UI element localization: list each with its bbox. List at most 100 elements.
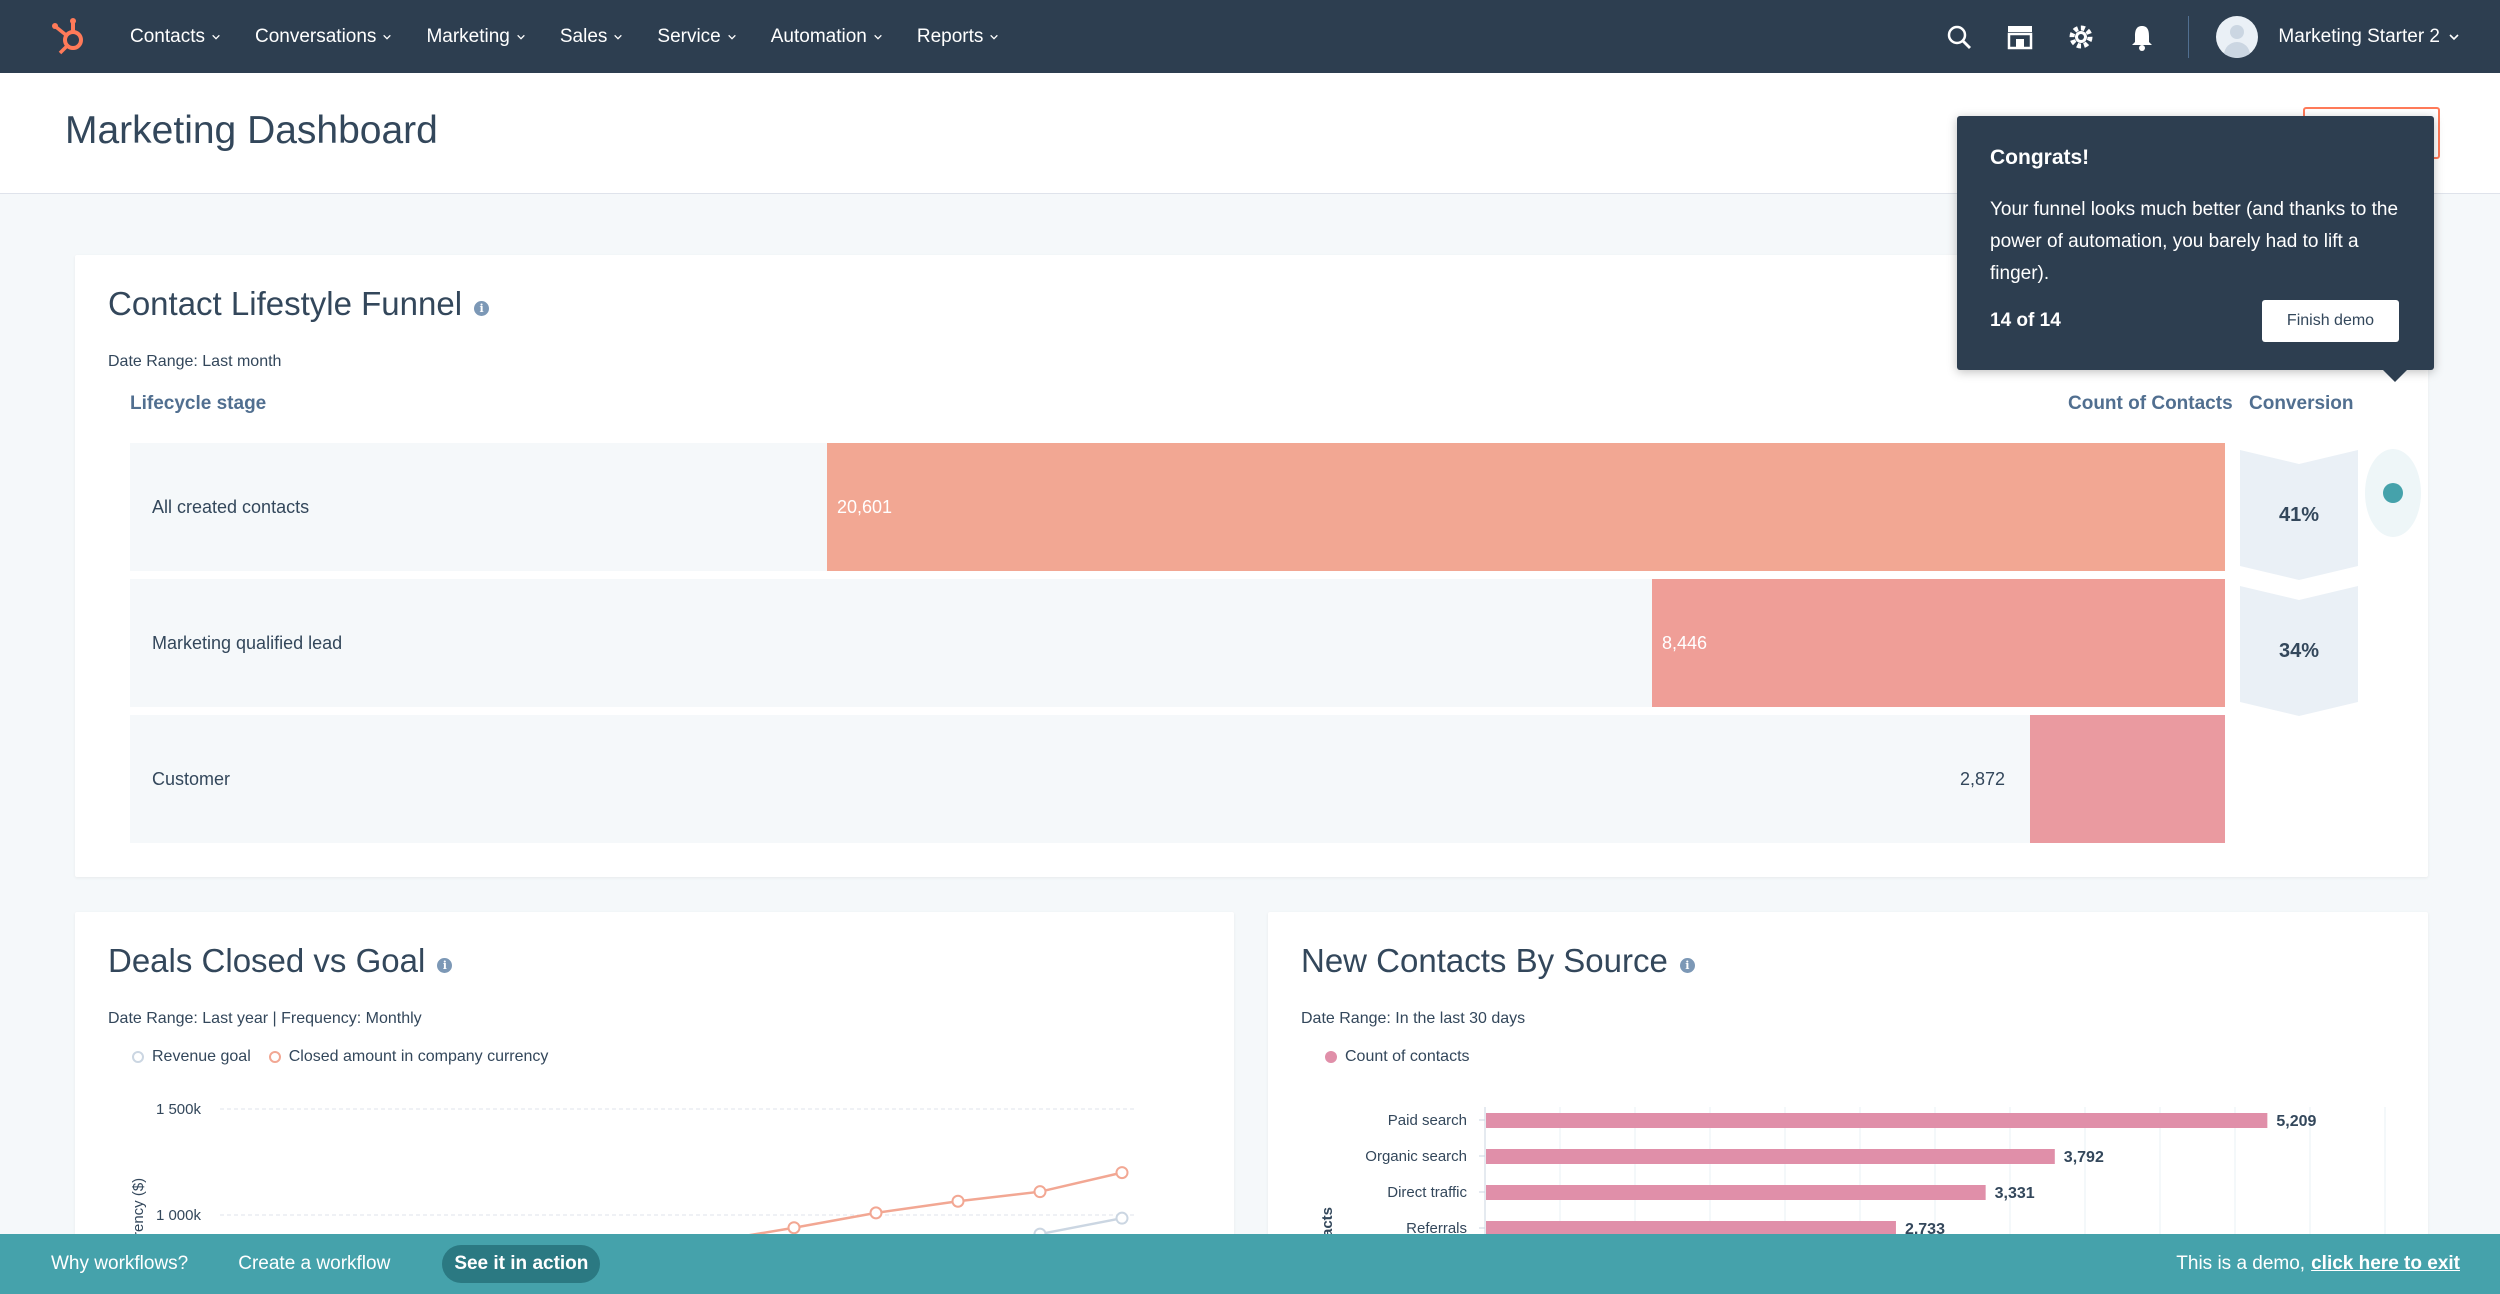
- category-label: Referrals: [1406, 1220, 1467, 1237]
- see-it-in-action-button[interactable]: See it in action: [442, 1245, 601, 1283]
- deals-title-text: Deals Closed vs Goal: [108, 942, 426, 979]
- account-menu[interactable]: Marketing Starter 2: [2278, 26, 2460, 48]
- nav-marketing[interactable]: Marketing: [426, 26, 525, 48]
- chevron-down-icon: [212, 34, 220, 40]
- nav-reports[interactable]: Reports: [917, 26, 1000, 48]
- contacts-card-title: New Contacts By Source i: [1301, 942, 1695, 980]
- why-workflows-link[interactable]: Why workflows?: [51, 1253, 189, 1274]
- hubspot-logo-icon[interactable]: [50, 16, 90, 56]
- chevron-down-icon: [874, 34, 882, 40]
- contacts-legend: Count of contacts: [1325, 1048, 1488, 1066]
- create-workflow-link[interactable]: Create a workflow: [238, 1253, 391, 1274]
- funnel-stage-label: All created contacts: [152, 496, 310, 517]
- nav-utilities: Marketing Starter 2: [1944, 0, 2500, 73]
- chevron-down-icon: [383, 34, 392, 40]
- nav-item-label: Automation: [770, 25, 867, 47]
- avatar[interactable]: [2216, 15, 2259, 58]
- deals-legend: Revenue goal Closed amount in company cu…: [132, 1048, 566, 1066]
- data-point[interactable]: [787, 1221, 801, 1235]
- nav-service[interactable]: Service: [657, 26, 736, 48]
- nav-item-label: Conversations: [254, 25, 377, 47]
- bar[interactable]: [1486, 1185, 1986, 1200]
- popover-title: Congrats!: [1990, 146, 2090, 169]
- finish-demo-button[interactable]: Finish demo: [2262, 300, 2399, 342]
- funnel-count-value: 20,601: [837, 496, 893, 517]
- data-point[interactable]: [869, 1206, 883, 1220]
- col-conversion: Conversion: [2249, 393, 2354, 414]
- exit-demo-link[interactable]: click here to exit: [2311, 1253, 2460, 1274]
- nav-divider: [2188, 15, 2190, 58]
- funnel-date-range: Date Range: Last month: [108, 353, 282, 370]
- bar[interactable]: [1486, 1149, 2055, 1164]
- popover-arrow: [2381, 368, 2409, 382]
- chevron-down-icon: [727, 34, 736, 40]
- legend-dot: [1325, 1051, 1337, 1063]
- category-label: Paid search: [1388, 1112, 1467, 1129]
- y-tick-label: 1 500k: [156, 1101, 202, 1118]
- nav-conversations[interactable]: Conversations: [255, 26, 392, 48]
- info-icon[interactable]: i: [437, 957, 453, 973]
- nav-menu: Contacts Conversations Marketing Sales Servi…: [130, 0, 1033, 73]
- y-axis-label: acts: [1319, 1207, 1336, 1237]
- legend-count-of-contacts[interactable]: Count of contacts: [1325, 1048, 1470, 1066]
- contacts-bars-group: Paid search 5,209 Organic search 3,792 Direc…: [1365, 1112, 2316, 1238]
- nav-automation[interactable]: Automation: [771, 26, 883, 48]
- deals-card: Deals Closed vs Goal i Date Range: Last …: [75, 912, 1234, 1294]
- bar-value-label: 3,331: [1995, 1185, 2035, 1202]
- col-lifecycle-stage: Lifecycle stage: [130, 393, 267, 414]
- info-icon[interactable]: i: [1679, 957, 1695, 973]
- legend-dot: [132, 1051, 144, 1063]
- funnel-row[interactable]: Marketing qualified lead 8,446: [130, 579, 2225, 707]
- bar[interactable]: [1486, 1221, 1896, 1236]
- series-line: [711, 1171, 1123, 1243]
- nav-item-label: Reports: [916, 25, 984, 47]
- bar-value-label: 5,209: [2276, 1113, 2316, 1130]
- bell-icon[interactable]: [2127, 22, 2157, 52]
- contacts-bar-chart: acts Paid search 5,209 Organic search 3,792…: [1319, 1107, 2386, 1294]
- bar[interactable]: [1486, 1113, 2268, 1128]
- nav-item-label: Sales: [559, 25, 608, 47]
- legend-label: Revenue goal: [152, 1048, 251, 1065]
- data-point[interactable]: [1033, 1185, 1047, 1199]
- chevron-down-icon: [2449, 33, 2459, 40]
- info-icon[interactable]: i: [474, 300, 490, 316]
- funnel-card-title: Contact Lifestyle Funnel i: [108, 285, 490, 323]
- demo-popover: Congrats! Your funnel looks much better …: [1957, 116, 2434, 370]
- demo-exit-notice: This is a demo, click here to exit: [2176, 1234, 2460, 1294]
- gear-icon[interactable]: [2066, 22, 2096, 52]
- popover-body: Your funnel looks much better (and thank…: [1990, 199, 2399, 284]
- funnel-bar[interactable]: [827, 443, 2225, 571]
- top-nav: Contacts Conversations Marketing Sales Servi…: [0, 0, 2500, 73]
- contacts-title-text: New Contacts By Source: [1301, 942, 1668, 979]
- nav-contacts[interactable]: Contacts: [130, 26, 221, 48]
- funnel-row[interactable]: Customer 2,872: [130, 715, 2225, 843]
- conversion-step-1: 41%: [2240, 450, 2358, 580]
- funnel-stage-label: Marketing qualified lead: [152, 632, 343, 653]
- funnel-bar[interactable]: [2030, 715, 2225, 843]
- bar-value-label: 3,792: [2064, 1149, 2104, 1166]
- data-point[interactable]: [1115, 1211, 1129, 1225]
- funnel-count-value: 2,872: [1960, 768, 2006, 789]
- conversion-value: 41%: [2278, 503, 2320, 526]
- funnel-stage-label: Customer: [152, 768, 231, 789]
- legend-closed-amount[interactable]: Closed amount in company currency: [268, 1048, 548, 1066]
- y-tick-label: 1 000k: [156, 1207, 202, 1224]
- legend-revenue-goal[interactable]: Revenue goal: [132, 1048, 251, 1066]
- demo-beacon-icon[interactable]: [2364, 448, 2422, 538]
- page-title: Marketing Dashboard: [65, 109, 438, 152]
- conversion-step-2: 34%: [2240, 586, 2358, 716]
- search-icon[interactable]: [1944, 22, 1974, 52]
- chevron-down-icon: [990, 34, 999, 40]
- legend-label: Count of contacts: [1345, 1048, 1470, 1065]
- nav-sales[interactable]: Sales: [560, 26, 624, 48]
- funnel-bar[interactable]: [1652, 579, 2225, 707]
- data-point[interactable]: [951, 1194, 965, 1208]
- marketplace-icon[interactable]: [2005, 22, 2035, 52]
- legend-dot: [268, 1051, 281, 1063]
- category-label: Direct traffic: [1387, 1184, 1467, 1201]
- chevron-down-icon: [614, 34, 623, 40]
- deals-card-title: Deals Closed vs Goal i: [108, 942, 453, 980]
- category-label: Organic search: [1365, 1148, 1467, 1165]
- funnel-row[interactable]: All created contacts 20,601: [130, 443, 2225, 571]
- data-point[interactable]: [1115, 1166, 1129, 1180]
